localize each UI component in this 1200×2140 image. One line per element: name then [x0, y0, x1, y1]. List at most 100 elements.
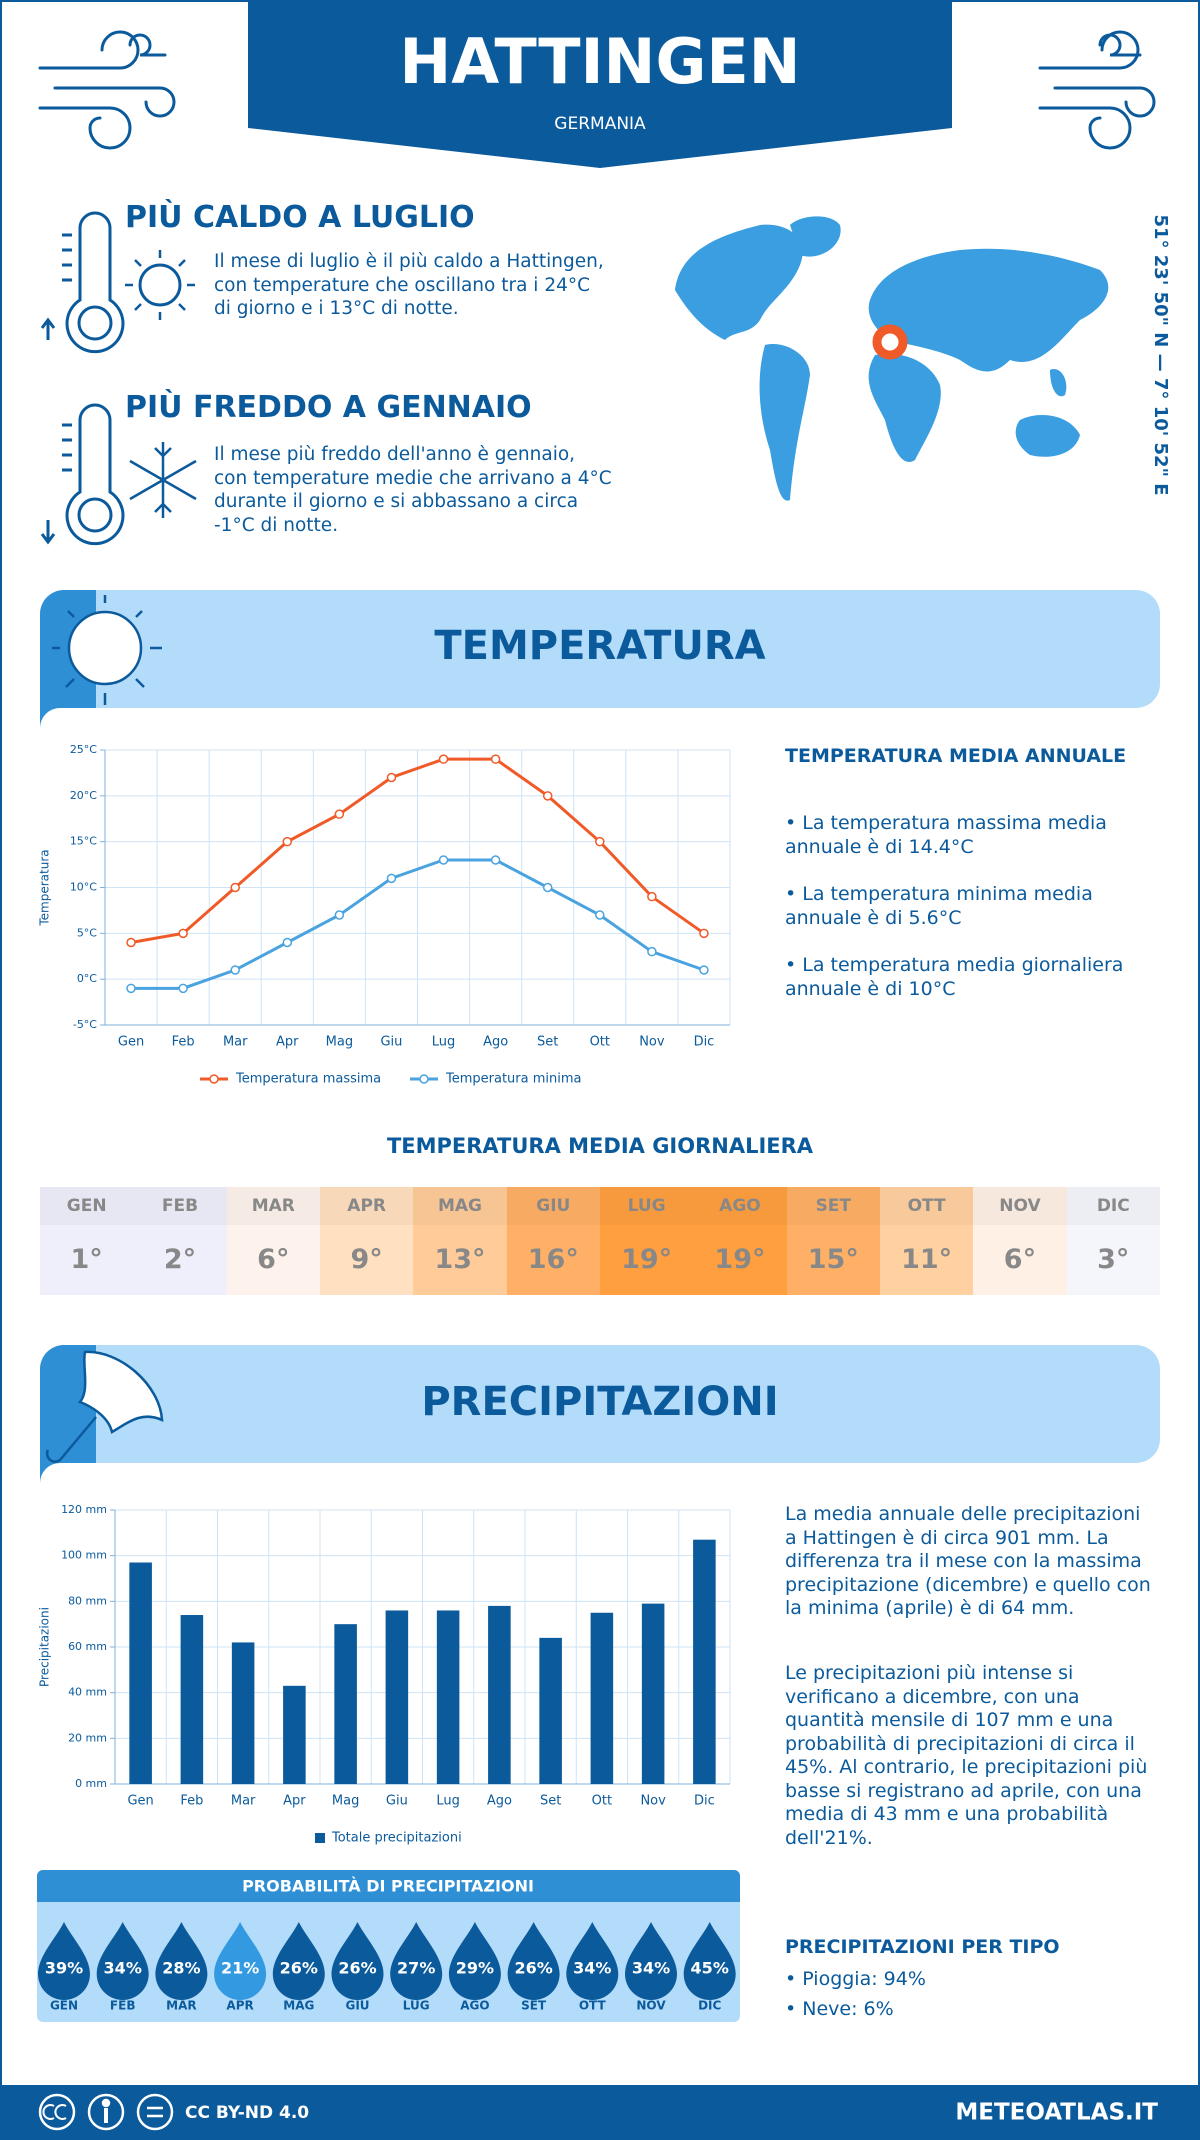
point — [386, 772, 397, 783]
point — [438, 754, 449, 764]
daily-value: 6° — [257, 1244, 290, 1275]
drop — [155, 1922, 208, 2001]
annual-item: • La temperatura media giornaliera annua… — [785, 954, 1124, 1000]
probability-month: MAG — [283, 1999, 314, 2013]
daily-cell: MAR 6° — [226, 1187, 320, 1295]
cold-icon — [40, 403, 197, 546]
probability-month: OTT — [579, 1999, 607, 2013]
hot-icon — [40, 211, 195, 354]
bar — [180, 1615, 204, 1784]
y-tick-label: 25°C — [70, 743, 97, 756]
daily-cell: DIC 3° — [1066, 1187, 1160, 1295]
bar — [590, 1612, 614, 1784]
sun-icon — [52, 595, 162, 705]
point — [595, 910, 605, 920]
point — [334, 809, 345, 819]
x-tick-label: Ott — [592, 1794, 612, 1809]
point — [126, 983, 136, 994]
drop — [38, 1922, 90, 2000]
y-tick-label: 120 mm — [61, 1503, 107, 1516]
x-tick-label: Apr — [283, 1794, 306, 1809]
probability-title: PROBABILITÀ DI PRECIPITAZIONI — [242, 1877, 534, 1896]
y-tick-label: 10°C — [70, 881, 97, 894]
bar — [385, 1610, 409, 1784]
probability-value: 34% — [104, 1959, 142, 1978]
point — [490, 754, 501, 764]
daily-month: GIU — [507, 1187, 600, 1225]
daily-month: FEB — [133, 1187, 226, 1225]
y-tick-label: 0 mm — [75, 1777, 107, 1790]
daily-value: 1° — [70, 1244, 103, 1275]
y-tick-label: 60 mm — [68, 1640, 107, 1653]
daily-month: NOV — [973, 1187, 1066, 1225]
point — [699, 965, 709, 975]
x-tick-label: Gen — [127, 1794, 153, 1809]
daily-cell: MAG 13° — [413, 1187, 507, 1295]
x-tick-label: Ago — [483, 1035, 508, 1050]
x-tick-label: Set — [540, 1794, 561, 1809]
probability-value: 29% — [456, 1959, 494, 1978]
drop — [390, 1922, 443, 2001]
y-axis-label: Precipitazioni — [38, 1607, 52, 1687]
x-tick-label: Apr — [276, 1035, 299, 1050]
x-tick-label: Dic — [694, 1794, 715, 1809]
probability-month: AGO — [460, 1999, 489, 2013]
daily-cell: SET 15° — [786, 1187, 880, 1295]
daily-month: SET — [787, 1187, 880, 1225]
x-tick-label: Giu — [380, 1035, 402, 1050]
legend-label: Temperatura massima — [235, 1072, 381, 1087]
probability-value: 45% — [691, 1959, 729, 1978]
y-tick-label: 20°C — [70, 789, 97, 802]
type-item: • Neve: 6% — [785, 1998, 894, 2020]
y-tick-label: 80 mm — [68, 1594, 107, 1607]
x-tick-label: Feb — [172, 1035, 195, 1050]
hottest-text: Il mese di luglio è il più caldo a Hatti… — [214, 251, 604, 319]
section-banner — [40, 1345, 1160, 1463]
point — [386, 873, 397, 884]
x-tick-label: Ago — [487, 1794, 512, 1809]
daily-cell: OTT 11° — [879, 1187, 974, 1295]
point — [647, 946, 657, 957]
probability-month: GEN — [50, 1999, 78, 2013]
type-title: PRECIPITAZIONI PER TIPO — [785, 1936, 1060, 1958]
hottest-title: PIÙ CALDO A LUGLIO — [125, 200, 475, 235]
point — [542, 791, 553, 801]
daily-month: LUG — [600, 1187, 693, 1225]
y-tick-label: -5°C — [73, 1018, 97, 1031]
legend-label: Temperatura minima — [445, 1072, 582, 1087]
section-title: TEMPERATURA — [434, 623, 765, 669]
probability-value: 27% — [397, 1959, 435, 1978]
bar — [488, 1605, 511, 1784]
probability-month: NOV — [636, 1999, 666, 2013]
license: CC BY-ND 4.0 — [185, 2103, 309, 2123]
line — [131, 858, 705, 990]
y-tick-label: 0°C — [77, 972, 97, 985]
point — [282, 836, 293, 847]
point — [178, 928, 188, 939]
footer-bar — [0, 2085, 1200, 2140]
bar — [436, 1610, 460, 1784]
daily-value: 6° — [1003, 1244, 1037, 1275]
daily-cell: GEN 1° — [40, 1187, 134, 1295]
point — [230, 882, 240, 893]
daily-cell: NOV 6° — [973, 1187, 1067, 1295]
point — [647, 891, 657, 902]
y-tick-label: 100 mm — [61, 1549, 107, 1562]
drop — [625, 1922, 677, 2000]
drop — [331, 1922, 384, 2001]
daily-month: MAR — [227, 1187, 320, 1225]
probability-month: FEB — [110, 1999, 136, 2013]
point — [699, 928, 709, 939]
probability-month: LUG — [403, 1999, 430, 2013]
x-tick-label: Feb — [180, 1794, 203, 1809]
y-tick-label: 5°C — [77, 926, 97, 939]
probability-value: 26% — [280, 1959, 318, 1978]
x-tick-label: Mag — [332, 1794, 359, 1809]
daily-month: GEN — [40, 1187, 133, 1225]
world-map — [675, 216, 1109, 501]
bar — [334, 1624, 357, 1784]
bar — [539, 1637, 562, 1784]
drop — [214, 1922, 267, 2001]
daily-value: 11° — [901, 1244, 953, 1275]
